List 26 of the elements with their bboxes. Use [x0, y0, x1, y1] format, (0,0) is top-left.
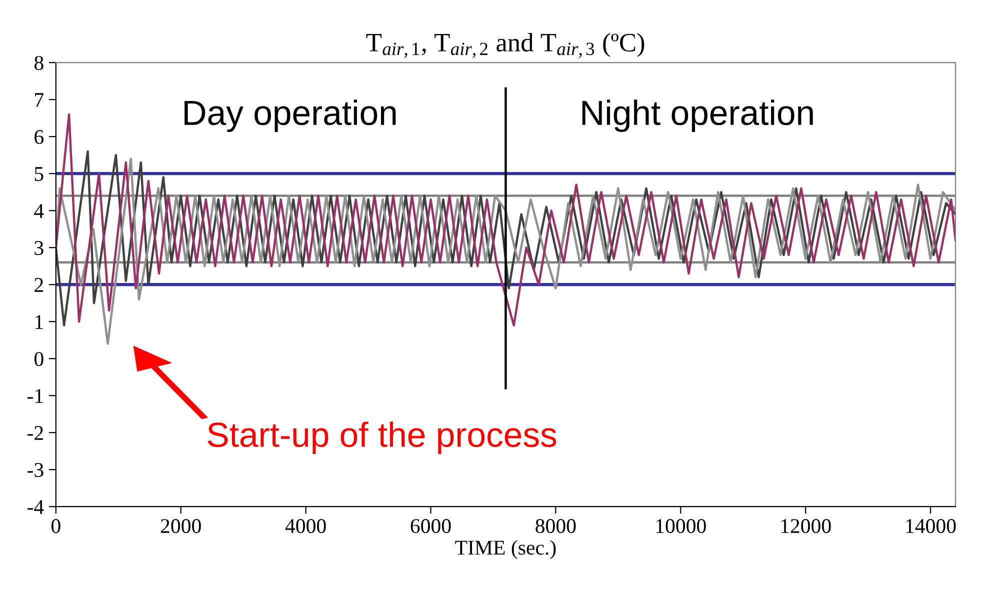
x-tick-label: 14000: [906, 519, 956, 534]
y-tick-label: -1: [28, 389, 43, 403]
x-tick-label: 10000: [656, 519, 706, 534]
y-tick-label: -3: [28, 463, 44, 478]
y-tick-label: -2: [28, 426, 43, 440]
x-tick-label: 6000: [410, 519, 451, 534]
y-tick-label: 3: [34, 241, 44, 256]
y-tick-label: 1: [36, 315, 43, 329]
y-tick-label: 6: [34, 130, 44, 144]
x-axis-title: TIME (sec.): [455, 540, 556, 559]
y-tick-label: -4: [28, 500, 44, 514]
y-tick-label: 4: [34, 204, 44, 218]
x-tick-label: 12000: [781, 519, 831, 534]
chart-title: T$_{air,1}$, T$_{air,2}$ and T$_{air,3}$ (ºC): [366, 32, 644, 58]
y-tick-label: 8: [34, 56, 44, 70]
x-tick-label: 0: [52, 519, 60, 534]
annotation: Night operation: [582, 100, 813, 132]
y-tick-label: 0: [34, 352, 44, 366]
x-tick-label: 2000: [160, 519, 201, 534]
y-tick-label: 2: [34, 278, 43, 292]
annotation: Day operation: [184, 100, 396, 132]
x-tick-label: 8000: [536, 519, 576, 534]
annotation: Start-up of the process: [208, 422, 556, 454]
x-tick-label: 4000: [285, 519, 326, 534]
y-tick-label: 5: [34, 167, 44, 182]
y-tick-label: 7: [35, 93, 44, 107]
